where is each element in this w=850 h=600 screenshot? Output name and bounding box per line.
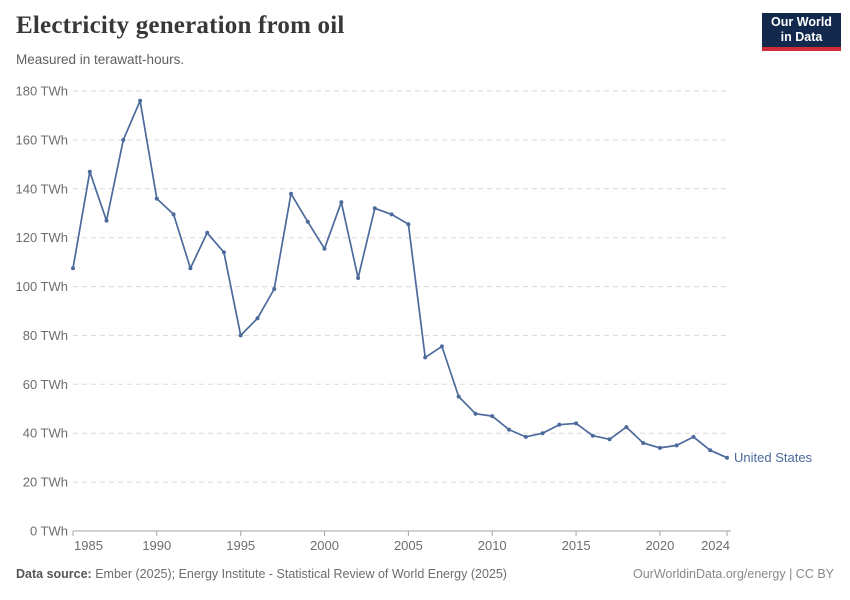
data-point bbox=[439, 344, 444, 349]
x-axis-tick-label: 2020 bbox=[645, 538, 674, 553]
y-axis-tick-label: 100 TWh bbox=[15, 279, 68, 294]
y-axis-tick-label: 60 TWh bbox=[23, 377, 68, 392]
data-point bbox=[71, 266, 75, 271]
data-point bbox=[490, 414, 495, 419]
data-point bbox=[188, 266, 193, 271]
data-point bbox=[540, 431, 545, 436]
data-point bbox=[205, 230, 210, 235]
data-point bbox=[557, 422, 562, 427]
y-axis-tick-label: 180 TWh bbox=[15, 84, 68, 99]
owid-logo-line1: Our World bbox=[771, 15, 832, 29]
entity-label: United States bbox=[734, 450, 813, 465]
y-axis-tick-label: 20 TWh bbox=[23, 475, 68, 490]
x-axis-tick-label: 1995 bbox=[226, 538, 255, 553]
data-point bbox=[356, 276, 361, 280]
data-point bbox=[607, 437, 612, 442]
chart-title: Electricity generation from oil bbox=[16, 12, 345, 39]
data-point bbox=[272, 287, 277, 291]
data-point bbox=[708, 448, 713, 453]
data-point bbox=[121, 137, 126, 142]
data-point bbox=[725, 455, 729, 460]
data-point bbox=[691, 434, 696, 439]
data-point bbox=[104, 218, 109, 223]
owid-logo[interactable]: Our World in Data bbox=[762, 13, 841, 51]
y-axis-tick-label: 140 TWh bbox=[15, 181, 68, 196]
data-point bbox=[423, 355, 428, 360]
y-axis-tick-label: 0 TWh bbox=[30, 524, 68, 539]
data-point bbox=[305, 219, 310, 224]
y-axis-tick-label: 80 TWh bbox=[23, 328, 68, 343]
x-axis-tick-label: 2010 bbox=[478, 538, 507, 553]
data-point bbox=[523, 434, 528, 439]
data-point bbox=[221, 250, 226, 255]
x-axis-tick-label: 1990 bbox=[142, 538, 171, 553]
y-axis-tick-label: 120 TWh bbox=[15, 230, 68, 245]
x-axis-tick-label: 2005 bbox=[394, 538, 423, 553]
data-point bbox=[289, 191, 293, 196]
data-point bbox=[238, 333, 243, 338]
footer: Data source: Ember (2025); Energy Instit… bbox=[16, 567, 834, 581]
x-axis-tick-label: 1985 bbox=[74, 538, 103, 553]
data-point bbox=[641, 441, 646, 445]
x-axis-tick-label: 2000 bbox=[310, 538, 339, 553]
series-line-united-states bbox=[72, 99, 728, 459]
y-axis-tick-label: 160 TWh bbox=[15, 132, 68, 147]
data-point bbox=[138, 98, 143, 103]
x-axis-tick-label: 2024 bbox=[701, 538, 730, 553]
data-point bbox=[255, 316, 260, 321]
footer-license-text: OurWorldinData.org/energy | CC BY bbox=[632, 567, 834, 581]
data-point bbox=[389, 212, 394, 217]
data-point bbox=[87, 169, 92, 174]
data-point bbox=[473, 411, 478, 416]
owid-logo-line2: in Data bbox=[780, 30, 823, 44]
x-axis-tick-label: 2015 bbox=[562, 538, 591, 553]
data-point bbox=[657, 445, 662, 450]
data-source-label: Data source: bbox=[16, 567, 92, 581]
data-point bbox=[171, 212, 176, 217]
data-point bbox=[574, 421, 579, 426]
data-point bbox=[624, 425, 629, 430]
data-point bbox=[372, 206, 377, 211]
data-source: Data source: Ember (2025); Energy Instit… bbox=[16, 567, 507, 581]
data-point bbox=[406, 222, 411, 227]
data-point bbox=[339, 200, 344, 205]
data-point bbox=[456, 394, 461, 399]
data-point bbox=[154, 196, 159, 201]
y-axis-tick-label: 40 TWh bbox=[23, 426, 68, 441]
data-point bbox=[590, 433, 595, 438]
data-point bbox=[322, 246, 327, 251]
data-source-text: Ember (2025); Energy Institute - Statist… bbox=[91, 567, 507, 581]
data-point bbox=[674, 443, 679, 448]
data-point bbox=[507, 427, 511, 432]
chart-subtitle: Measured in terawatt-hours. bbox=[16, 52, 185, 67]
